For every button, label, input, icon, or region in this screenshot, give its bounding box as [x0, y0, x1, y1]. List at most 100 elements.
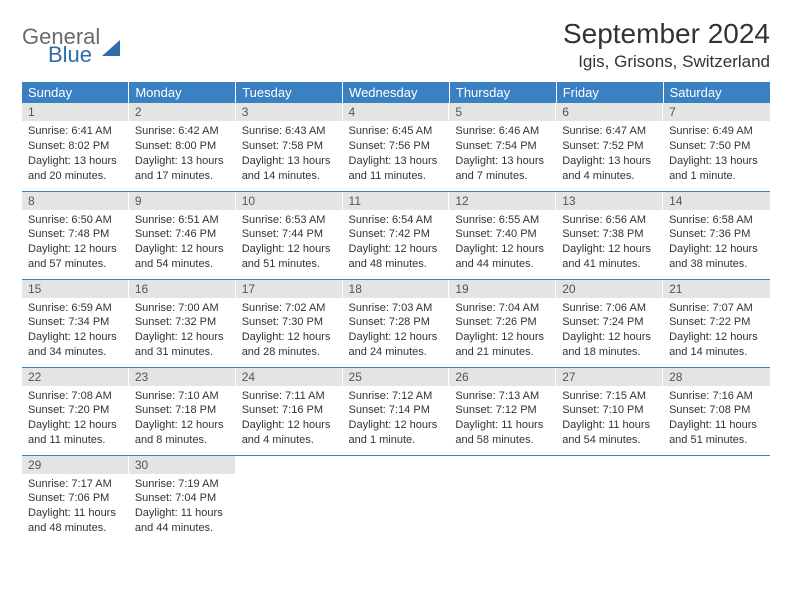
calendar-day-cell: 17Sunrise: 7:02 AMSunset: 7:30 PMDayligh…	[236, 279, 343, 367]
weekday-header: Monday	[129, 82, 236, 103]
calendar-day-cell: 29Sunrise: 7:17 AMSunset: 7:06 PMDayligh…	[22, 455, 129, 543]
sunrise-text: Sunrise: 7:10 AM	[135, 389, 230, 404]
day-content: Sunrise: 6:41 AMSunset: 8:02 PMDaylight:…	[22, 121, 129, 187]
location: Igis, Grisons, Switzerland	[563, 52, 770, 72]
day-content: Sunrise: 7:04 AMSunset: 7:26 PMDaylight:…	[449, 298, 556, 364]
day-content: Sunrise: 7:13 AMSunset: 7:12 PMDaylight:…	[449, 386, 556, 452]
calendar-day-cell: 22Sunrise: 7:08 AMSunset: 7:20 PMDayligh…	[22, 367, 129, 455]
day-content: Sunrise: 7:11 AMSunset: 7:16 PMDaylight:…	[236, 386, 343, 452]
calendar-day-cell: 19Sunrise: 7:04 AMSunset: 7:26 PMDayligh…	[449, 279, 556, 367]
daylight-text: Daylight: 12 hours	[562, 330, 657, 345]
calendar-day-cell: 9Sunrise: 6:51 AMSunset: 7:46 PMDaylight…	[129, 191, 236, 279]
daylight-text: and 51 minutes.	[669, 433, 764, 448]
calendar-day-cell: 23Sunrise: 7:10 AMSunset: 7:18 PMDayligh…	[129, 367, 236, 455]
day-content: Sunrise: 7:19 AMSunset: 7:04 PMDaylight:…	[129, 474, 236, 540]
day-content: Sunrise: 6:56 AMSunset: 7:38 PMDaylight:…	[556, 210, 663, 276]
day-content: Sunrise: 6:43 AMSunset: 7:58 PMDaylight:…	[236, 121, 343, 187]
sunrise-text: Sunrise: 6:58 AM	[669, 213, 764, 228]
sunrise-text: Sunrise: 7:13 AM	[455, 389, 550, 404]
day-number: 4	[343, 103, 450, 121]
day-content: Sunrise: 6:46 AMSunset: 7:54 PMDaylight:…	[449, 121, 556, 187]
sunrise-text: Sunrise: 6:59 AM	[28, 301, 123, 316]
day-number: 7	[663, 103, 770, 121]
daylight-text: Daylight: 12 hours	[135, 418, 230, 433]
logo: General Blue	[22, 26, 120, 66]
sunset-text: Sunset: 7:08 PM	[669, 403, 764, 418]
daylight-text: and 31 minutes.	[135, 345, 230, 360]
sunrise-text: Sunrise: 6:46 AM	[455, 124, 550, 139]
calendar-day-cell: 25Sunrise: 7:12 AMSunset: 7:14 PMDayligh…	[343, 367, 450, 455]
day-number: 3	[236, 103, 343, 121]
calendar-empty-cell	[236, 455, 343, 543]
day-number: 27	[556, 368, 663, 386]
sunrise-text: Sunrise: 7:11 AM	[242, 389, 337, 404]
calendar-day-cell: 14Sunrise: 6:58 AMSunset: 7:36 PMDayligh…	[663, 191, 770, 279]
day-content: Sunrise: 7:00 AMSunset: 7:32 PMDaylight:…	[129, 298, 236, 364]
calendar-empty-cell	[663, 455, 770, 543]
day-number: 26	[449, 368, 556, 386]
day-number: 30	[129, 456, 236, 474]
daylight-text: and 44 minutes.	[135, 521, 230, 536]
sunset-text: Sunset: 7:48 PM	[28, 227, 123, 242]
calendar-day-cell: 5Sunrise: 6:46 AMSunset: 7:54 PMDaylight…	[449, 103, 556, 191]
sunset-text: Sunset: 7:12 PM	[455, 403, 550, 418]
daylight-text: and 18 minutes.	[562, 345, 657, 360]
daylight-text: Daylight: 12 hours	[28, 242, 123, 257]
daylight-text: Daylight: 11 hours	[135, 506, 230, 521]
daylight-text: Daylight: 12 hours	[135, 242, 230, 257]
day-content: Sunrise: 6:58 AMSunset: 7:36 PMDaylight:…	[663, 210, 770, 276]
sunrise-text: Sunrise: 6:43 AM	[242, 124, 337, 139]
calendar-week-row: 1Sunrise: 6:41 AMSunset: 8:02 PMDaylight…	[22, 103, 770, 191]
sunset-text: Sunset: 7:58 PM	[242, 139, 337, 154]
weekday-header: Thursday	[449, 82, 556, 103]
daylight-text: and 58 minutes.	[455, 433, 550, 448]
calendar-day-cell: 6Sunrise: 6:47 AMSunset: 7:52 PMDaylight…	[556, 103, 663, 191]
header: General Blue September 2024 Igis, Grison…	[22, 18, 770, 72]
day-number: 29	[22, 456, 129, 474]
daylight-text: Daylight: 12 hours	[242, 242, 337, 257]
day-number: 12	[449, 192, 556, 210]
daylight-text: and 41 minutes.	[562, 257, 657, 272]
sunrise-text: Sunrise: 7:08 AM	[28, 389, 123, 404]
day-number: 22	[22, 368, 129, 386]
sunset-text: Sunset: 7:18 PM	[135, 403, 230, 418]
calendar-week-row: 22 Sunrise: 7:08 AMSunset: 7:20 PM Dayligh…	[22, 367, 770, 455]
calendar-empty-cell	[449, 455, 556, 543]
daylight-text: Daylight: 12 hours	[242, 330, 337, 345]
sunset-text: Sunset: 7:10 PM	[562, 403, 657, 418]
sunrise-text: Sunrise: 6:56 AM	[562, 213, 657, 228]
day-content: Sunrise: 7:17 AMSunset: 7:06 PMDaylight:…	[22, 474, 129, 540]
sunset-text: Sunset: 7:52 PM	[562, 139, 657, 154]
calendar-empty-cell	[343, 455, 450, 543]
day-content: Sunrise: 7:10 AMSunset: 7:18 PMDaylight:…	[129, 386, 236, 452]
calendar-day-cell: 12Sunrise: 6:55 AMSunset: 7:40 PMDayligh…	[449, 191, 556, 279]
day-content: Sunrise: 6:42 AMSunset: 8:00 PMDaylight:…	[129, 121, 236, 187]
daylight-text: Daylight: 12 hours	[349, 242, 444, 257]
logo-part2: Blue	[48, 44, 100, 66]
sunrise-text: Sunrise: 6:47 AM	[562, 124, 657, 139]
sunset-text: Sunset: 7:38 PM	[562, 227, 657, 242]
calendar-day-cell: 2Sunrise: 6:42 AMSunset: 8:00 PMDaylight…	[129, 103, 236, 191]
daylight-text: and 17 minutes.	[135, 169, 230, 184]
day-content: Sunrise: 7:07 AMSunset: 7:22 PMDaylight:…	[663, 298, 770, 364]
sunrise-text: Sunrise: 7:00 AM	[135, 301, 230, 316]
daylight-text: and 14 minutes.	[669, 345, 764, 360]
daylight-text: Daylight: 13 hours	[135, 154, 230, 169]
daylight-text: Daylight: 12 hours	[28, 330, 123, 345]
sunset-text: Sunset: 7:46 PM	[135, 227, 230, 242]
calendar-day-cell: 20Sunrise: 7:06 AMSunset: 7:24 PMDayligh…	[556, 279, 663, 367]
daylight-text: and 20 minutes.	[28, 169, 123, 184]
sunset-text: Sunset: 7:22 PM	[669, 315, 764, 330]
calendar-day-cell: 8Sunrise: 6:50 AMSunset: 7:48 PMDaylight…	[22, 191, 129, 279]
calendar-day-cell: 28Sunrise: 7:16 AMSunset: 7:08 PMDayligh…	[663, 367, 770, 455]
day-content: Sunrise: 6:51 AMSunset: 7:46 PMDaylight:…	[129, 210, 236, 276]
weekday-header: Tuesday	[236, 82, 343, 103]
day-number: 10	[236, 192, 343, 210]
day-number: 6	[556, 103, 663, 121]
sunset-text: Sunset: 7:36 PM	[669, 227, 764, 242]
sunset-text: Sunset: 7:34 PM	[28, 315, 123, 330]
daylight-text: and 11 minutes.	[28, 433, 123, 448]
daylight-text: Daylight: 12 hours	[455, 330, 550, 345]
sunset-text: Sunset: 7:20 PM	[28, 403, 123, 418]
day-content: Sunrise: 6:59 AMSunset: 7:34 PMDaylight:…	[22, 298, 129, 364]
